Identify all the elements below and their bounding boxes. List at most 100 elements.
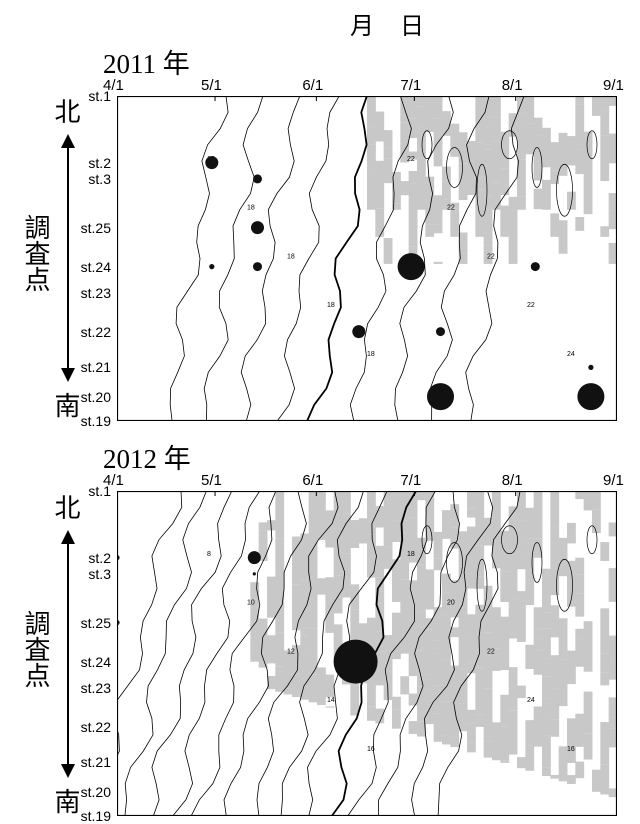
shaded-cell — [309, 642, 318, 674]
shaded-cell — [284, 662, 293, 689]
bubble-marker — [577, 383, 604, 410]
shaded-cell — [534, 638, 543, 650]
shaded-cell — [484, 150, 493, 196]
shaded-cell — [575, 732, 584, 747]
shaded-cell — [517, 558, 526, 569]
shaded-cell — [550, 605, 559, 637]
shaded-cell — [525, 571, 534, 606]
shaded-cell — [534, 650, 543, 675]
shaded-cell — [367, 525, 376, 534]
contour-label: 12 — [287, 649, 295, 656]
shaded-cell — [534, 707, 543, 747]
shaded-cell — [484, 116, 493, 127]
shaded-cell — [517, 197, 526, 210]
south-label-2012: 南 — [52, 788, 78, 814]
shaded-cell — [309, 591, 318, 629]
shaded-cell — [409, 96, 418, 118]
shaded-cell — [467, 724, 476, 742]
shaded-cell — [375, 546, 384, 577]
shaded-cell — [567, 651, 576, 684]
shaded-cell — [575, 629, 584, 639]
shaded-cell — [334, 575, 343, 613]
shaded-cell — [317, 526, 326, 540]
shaded-cell — [467, 636, 476, 662]
shaded-cell — [484, 608, 493, 633]
shaded-cell — [459, 704, 468, 732]
shaded-cell — [592, 509, 601, 533]
shaded-cell — [434, 224, 443, 233]
shaded-cell — [600, 764, 609, 789]
shaded-cell — [417, 564, 426, 611]
shaded-cell — [384, 130, 393, 147]
shaded-cell — [342, 514, 351, 553]
shaded-cell — [267, 577, 276, 618]
shaded-cell — [300, 680, 309, 700]
contour-line — [117, 491, 182, 816]
shaded-cell — [575, 96, 584, 104]
shaded-cell — [300, 534, 309, 581]
shaded-cell — [467, 509, 476, 518]
shaded-cell — [367, 706, 376, 721]
shaded-cell — [317, 491, 326, 526]
shaded-cell — [342, 491, 351, 514]
shaded-cell — [367, 96, 376, 126]
shaded-cell — [509, 711, 518, 755]
shaded-cell — [525, 720, 534, 745]
shaded-cell — [584, 491, 593, 510]
shaded-cell — [525, 645, 534, 669]
shaded-cell — [400, 676, 409, 694]
shaded-cell — [609, 243, 617, 260]
shaded-cell — [600, 789, 609, 794]
shaded-cell — [442, 647, 451, 660]
shaded-cell — [534, 491, 543, 539]
shaded-cell — [409, 652, 418, 676]
north-label-2012: 北 — [52, 494, 78, 520]
shaded-cell — [259, 522, 268, 531]
contour-label: 22 — [527, 302, 535, 309]
shaded-cell — [375, 208, 384, 225]
shaded-cell — [442, 510, 451, 539]
shaded-cell — [367, 126, 376, 144]
bubble-marker — [251, 221, 264, 234]
shaded-cell — [542, 717, 551, 736]
shaded-cell — [542, 569, 551, 612]
shaded-cell — [525, 508, 534, 539]
bubble-marker — [352, 325, 365, 338]
shaded-cell — [325, 675, 334, 698]
shaded-cell — [559, 659, 568, 706]
shaded-cell — [500, 761, 509, 763]
shaded-cell — [509, 571, 518, 598]
shaded-cell — [300, 580, 309, 627]
shaded-cell — [250, 615, 259, 662]
shaded-cell — [309, 675, 318, 703]
contour-label: 24 — [567, 351, 575, 358]
north-south-arrow-2012 — [58, 530, 78, 778]
shaded-cell — [492, 491, 501, 536]
shaded-cell — [484, 209, 493, 245]
shaded-cell — [500, 617, 509, 640]
shaded-cell — [467, 742, 476, 752]
contour-label: 22 — [407, 156, 415, 163]
shaded-cell — [442, 574, 451, 593]
shaded-cell — [384, 238, 393, 264]
shaded-cell — [384, 147, 393, 159]
bubble-marker — [427, 383, 454, 410]
shaded-cell — [417, 159, 426, 182]
contour-label: 18 — [407, 551, 415, 558]
shaded-cell — [350, 685, 359, 715]
shaded-cell — [600, 608, 609, 653]
shaded-cell — [267, 635, 276, 663]
shaded-cell — [409, 183, 418, 208]
shaded-cell — [509, 236, 518, 263]
shaded-cell — [309, 532, 318, 568]
shaded-cell — [475, 577, 484, 589]
bubble-marker — [205, 156, 218, 169]
x-tick-label: 6/1 — [302, 77, 323, 94]
shaded-cell — [542, 767, 551, 776]
shaded-cell — [484, 688, 493, 698]
shaded-cell — [384, 547, 393, 568]
shaded-cell — [500, 727, 509, 761]
shaded-cell — [475, 190, 484, 210]
survey-points-label: 調査点 — [22, 214, 48, 292]
bubble-marker — [253, 262, 262, 271]
